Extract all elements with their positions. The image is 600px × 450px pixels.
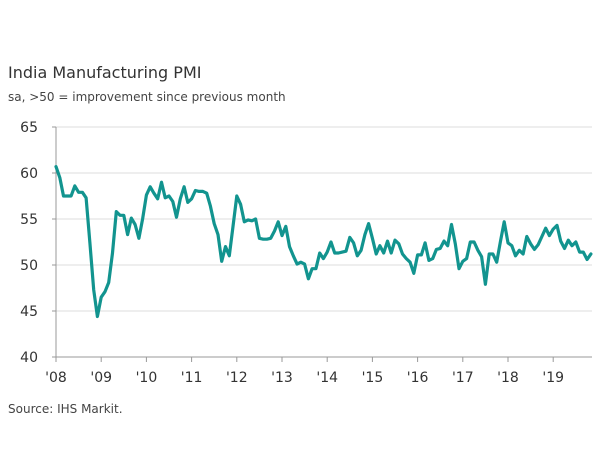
x-tick-label: '14 — [316, 370, 338, 386]
x-tick-label: '19 — [542, 370, 564, 386]
y-tick-label: 60 — [20, 166, 38, 182]
y-tick-label: 45 — [20, 304, 38, 320]
x-tick-label: '18 — [497, 370, 519, 386]
x-tick-label: '12 — [226, 370, 248, 386]
y-tick-label: 40 — [20, 350, 38, 366]
y-tick-label: 65 — [20, 120, 38, 136]
x-tick-label: '17 — [452, 370, 474, 386]
y-tick-label: 50 — [20, 258, 38, 274]
x-tick-label: '16 — [407, 370, 429, 386]
x-tick-label: '15 — [362, 370, 384, 386]
x-tick-label: '10 — [136, 370, 158, 386]
chart-title: India Manufacturing PMI — [8, 63, 202, 82]
y-tick-label: 55 — [20, 212, 38, 228]
pmi-series-line — [54, 165, 593, 319]
x-tick-label: '13 — [271, 370, 293, 386]
x-tick-label: '09 — [90, 370, 112, 386]
chart-subtitle: sa, >50 = improvement since previous mon… — [8, 90, 286, 104]
x-tick-label: '08 — [45, 370, 67, 386]
source-note: Source: IHS Markit. — [8, 402, 123, 416]
x-tick-label: '11 — [181, 370, 203, 386]
